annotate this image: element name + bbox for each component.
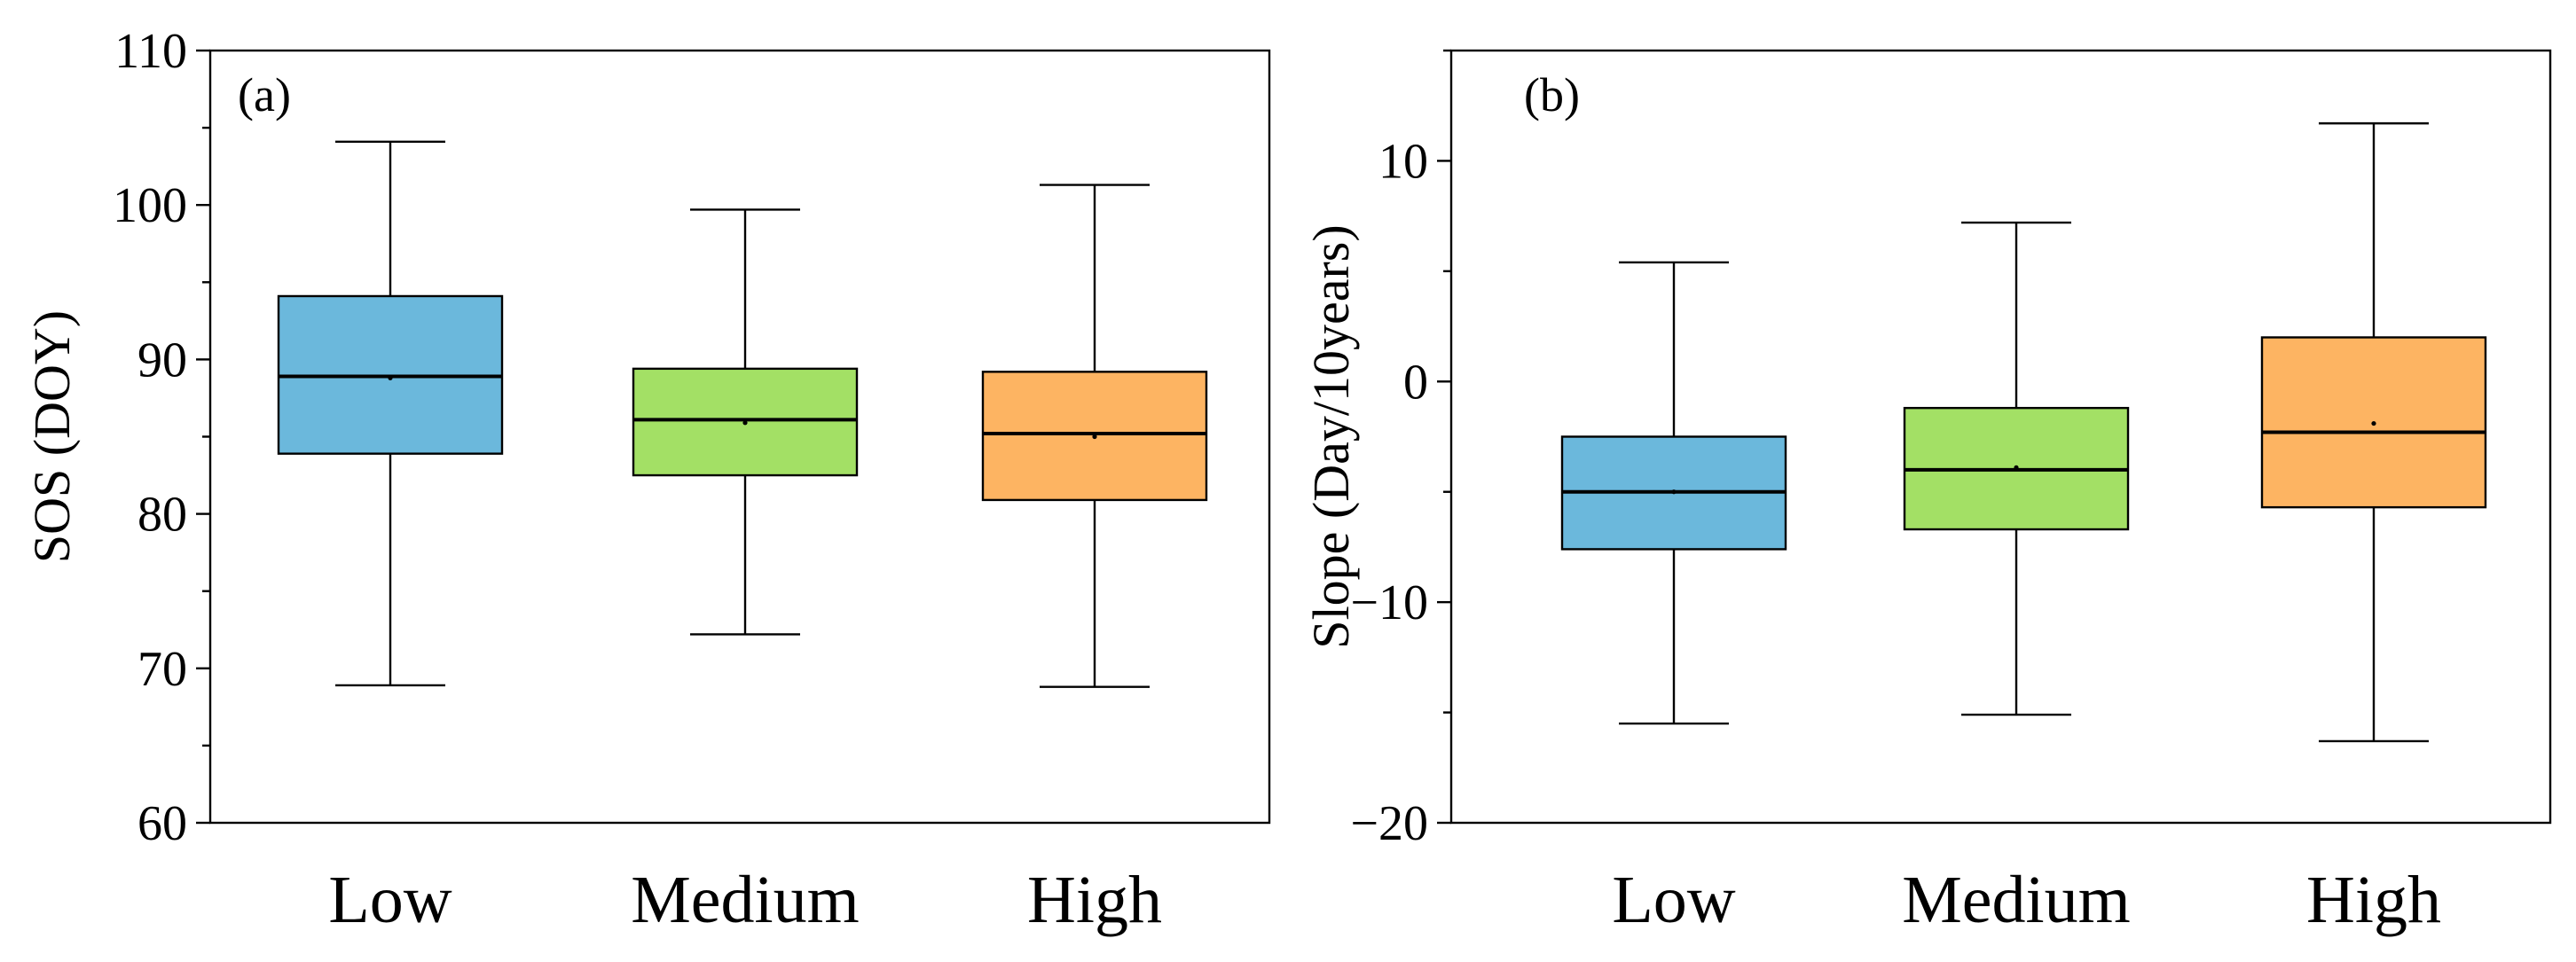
panel-label: (a) bbox=[238, 68, 291, 121]
box-low bbox=[277, 140, 504, 687]
y-tick-label: 0 bbox=[1403, 355, 1428, 410]
panel-label: (b) bbox=[1524, 68, 1580, 121]
y-tick-label: 90 bbox=[137, 332, 187, 387]
y-axis-title: SOS (DOY) bbox=[23, 310, 81, 563]
mean-marker bbox=[742, 420, 748, 426]
panel-a: 60 70 80 90 100 110 (a) SOS (DOY) Low Medium High bbox=[23, 24, 1271, 937]
y-tick-label: 100 bbox=[113, 178, 187, 233]
y-axis-title: Slope (Day/10years) bbox=[1302, 224, 1360, 648]
y-tick-label: 70 bbox=[137, 642, 187, 697]
y-tick-label: −20 bbox=[1350, 796, 1428, 851]
panel-b: −20 −10 0 10 (b) Slope (Day/10years) Low Medium… bbox=[1302, 49, 2552, 937]
y-tick-label: 10 bbox=[1378, 134, 1428, 189]
mean-marker bbox=[2014, 465, 2019, 470]
y-tick-label: 60 bbox=[137, 796, 187, 851]
mean-marker bbox=[1671, 489, 1677, 495]
box-medium bbox=[632, 208, 859, 636]
plot-frame bbox=[1449, 49, 2552, 825]
y-tick-label: 80 bbox=[137, 488, 187, 543]
mean-marker bbox=[388, 375, 393, 380]
x-tick-label: Medium bbox=[631, 863, 860, 937]
x-tick-label: Low bbox=[328, 863, 452, 937]
mean-marker bbox=[2371, 420, 2376, 426]
y-tick-label: −10 bbox=[1350, 575, 1428, 630]
mean-marker bbox=[1092, 434, 1097, 440]
box-low bbox=[1560, 261, 1787, 725]
box-medium bbox=[1903, 221, 2130, 716]
x-tick-label: High bbox=[2306, 863, 2441, 937]
x-tick-label: Low bbox=[1612, 863, 1735, 937]
box-high bbox=[981, 184, 1208, 688]
box-high bbox=[2260, 121, 2487, 743]
x-tick-label: Medium bbox=[1902, 863, 2131, 937]
x-tick-label: High bbox=[1027, 863, 1162, 937]
y-tick-label: 110 bbox=[114, 24, 187, 79]
